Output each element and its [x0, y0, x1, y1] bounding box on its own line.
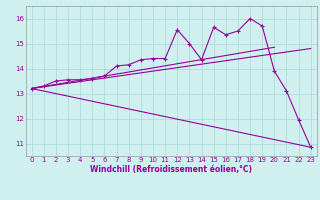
X-axis label: Windchill (Refroidissement éolien,°C): Windchill (Refroidissement éolien,°C)	[90, 165, 252, 174]
